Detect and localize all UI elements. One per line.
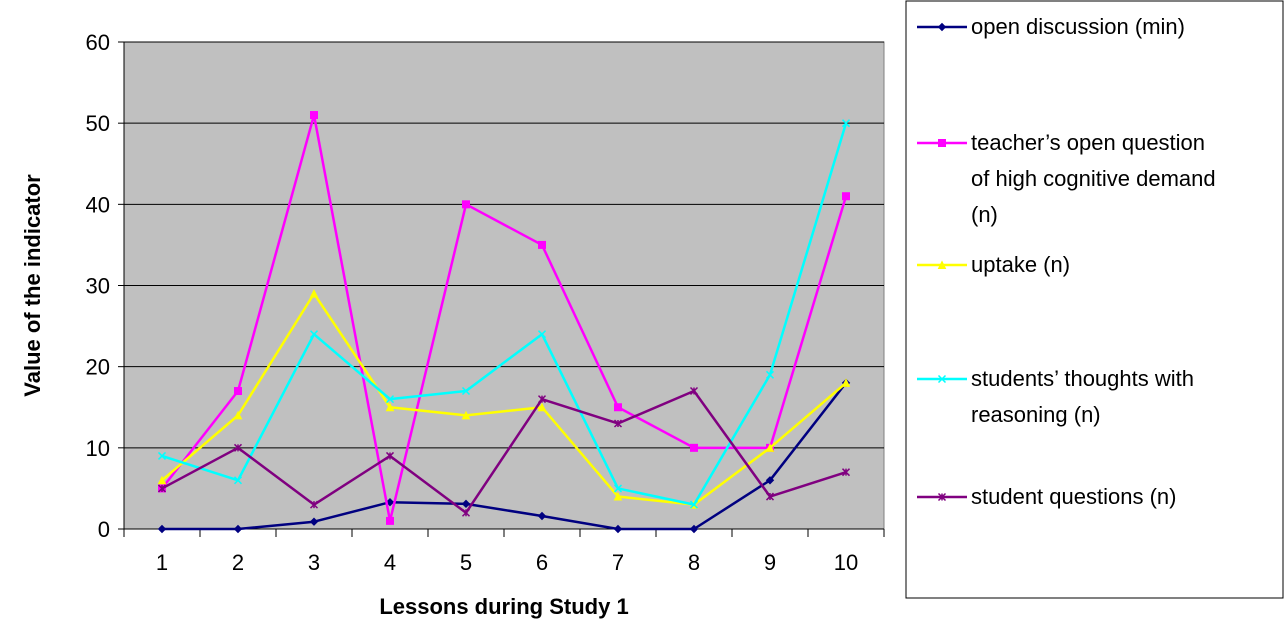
data-point [309,330,319,339]
data-point [309,517,319,526]
legend-label: students’ thoughts with [971,366,1194,391]
data-point [765,492,775,501]
x-tick-label: 2 [232,550,244,575]
data-point [841,119,851,128]
legend-entry: open discussion (min) [917,14,1185,39]
x-tick-label: 1 [156,550,168,575]
data-point [462,200,470,209]
data-point [233,524,243,534]
x-tick-label: 6 [536,550,548,575]
legend-label: teacher’s open question [971,130,1205,155]
data-point [157,451,167,460]
data-point [613,484,623,493]
data-point [537,395,547,404]
x-tick-label: 9 [764,550,776,575]
data-point [385,451,395,460]
legend [905,0,1284,599]
series-line [161,122,848,506]
data-point [233,443,243,452]
series-3 [157,119,851,509]
data-point [690,443,698,452]
data-point [614,403,622,412]
data-point [157,475,167,485]
data-point [537,511,547,521]
y-tick-label: 30 [86,274,110,299]
data-point [537,330,547,339]
data-point [461,410,471,420]
data-point [689,500,699,509]
y-tick-label: 60 [86,30,110,55]
y-tick-label: 20 [86,355,110,380]
y-axis-title: Value of the indicator [20,174,45,397]
data-point [765,370,775,379]
series-line [161,292,847,506]
data-point [937,260,947,269]
data-point [385,498,395,507]
data-point [461,499,471,509]
data-point [841,468,851,477]
data-point [309,288,319,298]
data-point [765,443,775,452]
data-point [765,476,775,485]
x-tick-label: 4 [384,550,396,575]
legend-entry: uptake (n) [917,252,1070,277]
data-point [309,500,319,509]
series-lines [157,111,851,534]
y-tick-label: 50 [86,111,110,136]
data-point [938,139,946,147]
axes: 0 10 20 30 40 50 60 1 2 3 4 5 6 7 8 9 10 [86,30,885,575]
data-point [157,524,167,534]
data-point [538,240,546,249]
y-tick-label: 10 [86,436,110,461]
data-point [537,402,547,412]
data-point [937,374,947,384]
data-point [234,387,242,396]
data-point [689,524,699,534]
data-point [842,192,850,201]
legend-label: uptake (n) [971,252,1070,277]
data-point [233,476,243,485]
legend-entry: teacher’s open question of high cognitive… [917,130,1216,227]
legend-label: of high cognitive demand [971,166,1216,191]
series-line [161,113,848,523]
x-tick-label: 7 [612,550,624,575]
series-0 [157,378,851,534]
series-line [162,382,847,531]
data-point [386,516,394,525]
series-4 [157,386,851,517]
x-tick-label: 10 [834,550,858,575]
legend-label: (n) [971,202,998,227]
data-point [233,410,243,420]
legend-label: reasoning (n) [971,402,1101,427]
data-point [689,386,699,396]
data-point [385,395,395,404]
x-axis-title: Lessons during Study 1 [379,594,628,619]
data-point [613,491,623,501]
legend-label: open discussion (min) [971,14,1185,39]
data-point [310,111,318,120]
x-tick-label: 5 [460,550,472,575]
data-point [461,386,471,396]
legend-entries: open discussion (min) teacher’s open ques… [917,14,1216,509]
data-point [385,402,395,412]
data-point [841,378,851,387]
x-tick-label: 8 [688,550,700,575]
y-tick-label: 0 [98,517,110,542]
data-point [613,524,623,534]
legend-entry: students’ thoughts with reasoning (n) [917,366,1194,427]
series-line [161,389,847,515]
data-point [937,22,947,32]
x-tick-label: 3 [308,550,320,575]
legend-label: student questions (n) [971,484,1176,509]
data-point [157,484,167,493]
data-point [613,419,623,428]
data-point [461,508,471,517]
data-point [937,492,947,502]
y-tick-label: 40 [86,192,110,217]
legend-entry: student questions (n) [917,484,1176,509]
